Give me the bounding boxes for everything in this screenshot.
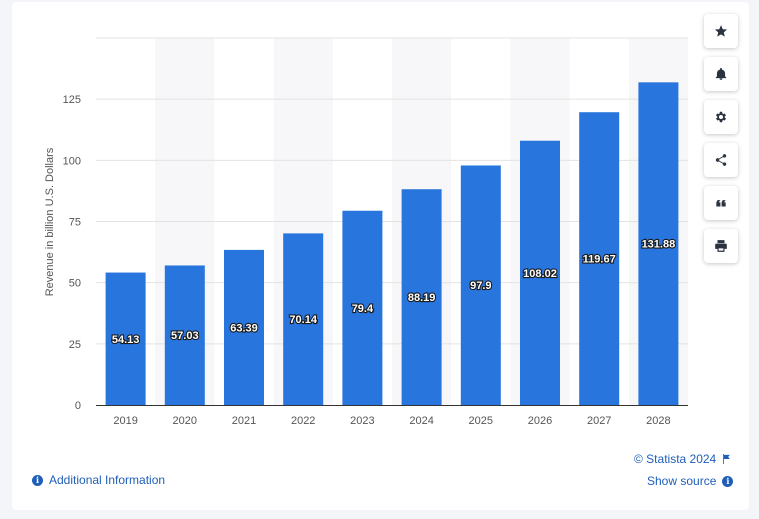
bar <box>638 82 679 405</box>
star-button[interactable] <box>704 14 738 48</box>
additional-information-label: Additional Information <box>49 473 166 487</box>
y-tick-label: 125 <box>63 94 81 106</box>
notification-button[interactable] <box>704 57 738 91</box>
data-label: 70.14 <box>289 314 317 326</box>
y-tick-label: 75 <box>69 217 81 229</box>
x-tick-label: 2024 <box>409 415 433 427</box>
bar <box>460 165 501 405</box>
x-tick-label: 2021 <box>232 415 256 427</box>
x-tick-label: 2023 <box>350 415 374 427</box>
data-label: 54.13 <box>112 334 140 346</box>
data-label: 57.03 <box>171 330 199 342</box>
bar <box>401 189 442 405</box>
quote-icon <box>716 200 726 207</box>
bar-chart: 0 25 50 75 100 125 54.13 2019 57.03 2020 63.39 2021… <box>63 37 688 427</box>
x-tick-label: 2028 <box>646 415 670 427</box>
show-source-label: Show source <box>647 474 717 488</box>
y-tick-label: 0 <box>75 400 81 412</box>
bar <box>579 112 620 405</box>
data-label: 119.67 <box>583 254 616 266</box>
data-label: 63.39 <box>230 322 258 334</box>
x-tick-label: 2019 <box>113 415 137 427</box>
bar <box>224 249 264 405</box>
y-axis-title: Revenue in billion U.S. Dollars <box>44 147 56 297</box>
print-button[interactable] <box>704 229 738 263</box>
bar <box>105 272 146 405</box>
y-tick-label: 25 <box>69 339 81 351</box>
y-tick-label: 100 <box>63 155 81 167</box>
flag-icon <box>723 454 731 464</box>
show-source-link[interactable]: Show source i <box>647 474 734 488</box>
info-icon: i <box>722 475 734 487</box>
data-label: 131.88 <box>642 239 676 251</box>
cite-button[interactable] <box>704 186 738 220</box>
x-tick-label: 2020 <box>173 415 197 427</box>
x-tick-label: 2022 <box>291 415 315 427</box>
y-tick-label: 50 <box>69 278 81 290</box>
additional-information-link[interactable]: i Additional Information <box>32 473 165 487</box>
share-button[interactable] <box>704 143 738 177</box>
star-icon <box>714 25 728 37</box>
x-tick-label: 2026 <box>528 415 552 427</box>
data-label: 88.19 <box>408 292 436 304</box>
data-label: 97.9 <box>470 280 491 292</box>
data-label: 79.4 <box>352 303 374 315</box>
share-icon <box>715 154 727 166</box>
x-tick-label: 2027 <box>587 415 611 427</box>
copyright-label: © Statista 2024 <box>634 452 717 466</box>
bell-icon <box>715 67 727 80</box>
printer-icon <box>715 240 727 252</box>
statista-copyright-link[interactable]: © Statista 2024 <box>634 452 731 466</box>
info-icon: i <box>32 474 43 486</box>
chart-card: 0 25 50 75 100 125 54.13 2019 57.03 2020 63.39 2021… <box>12 2 749 510</box>
x-tick-label: 2025 <box>469 415 493 427</box>
data-label: 108.02 <box>523 268 557 280</box>
gear-icon <box>715 111 727 123</box>
bar <box>164 265 205 405</box>
bar <box>342 210 383 405</box>
settings-button[interactable] <box>704 100 738 134</box>
bar <box>283 233 324 405</box>
bar <box>520 140 560 405</box>
